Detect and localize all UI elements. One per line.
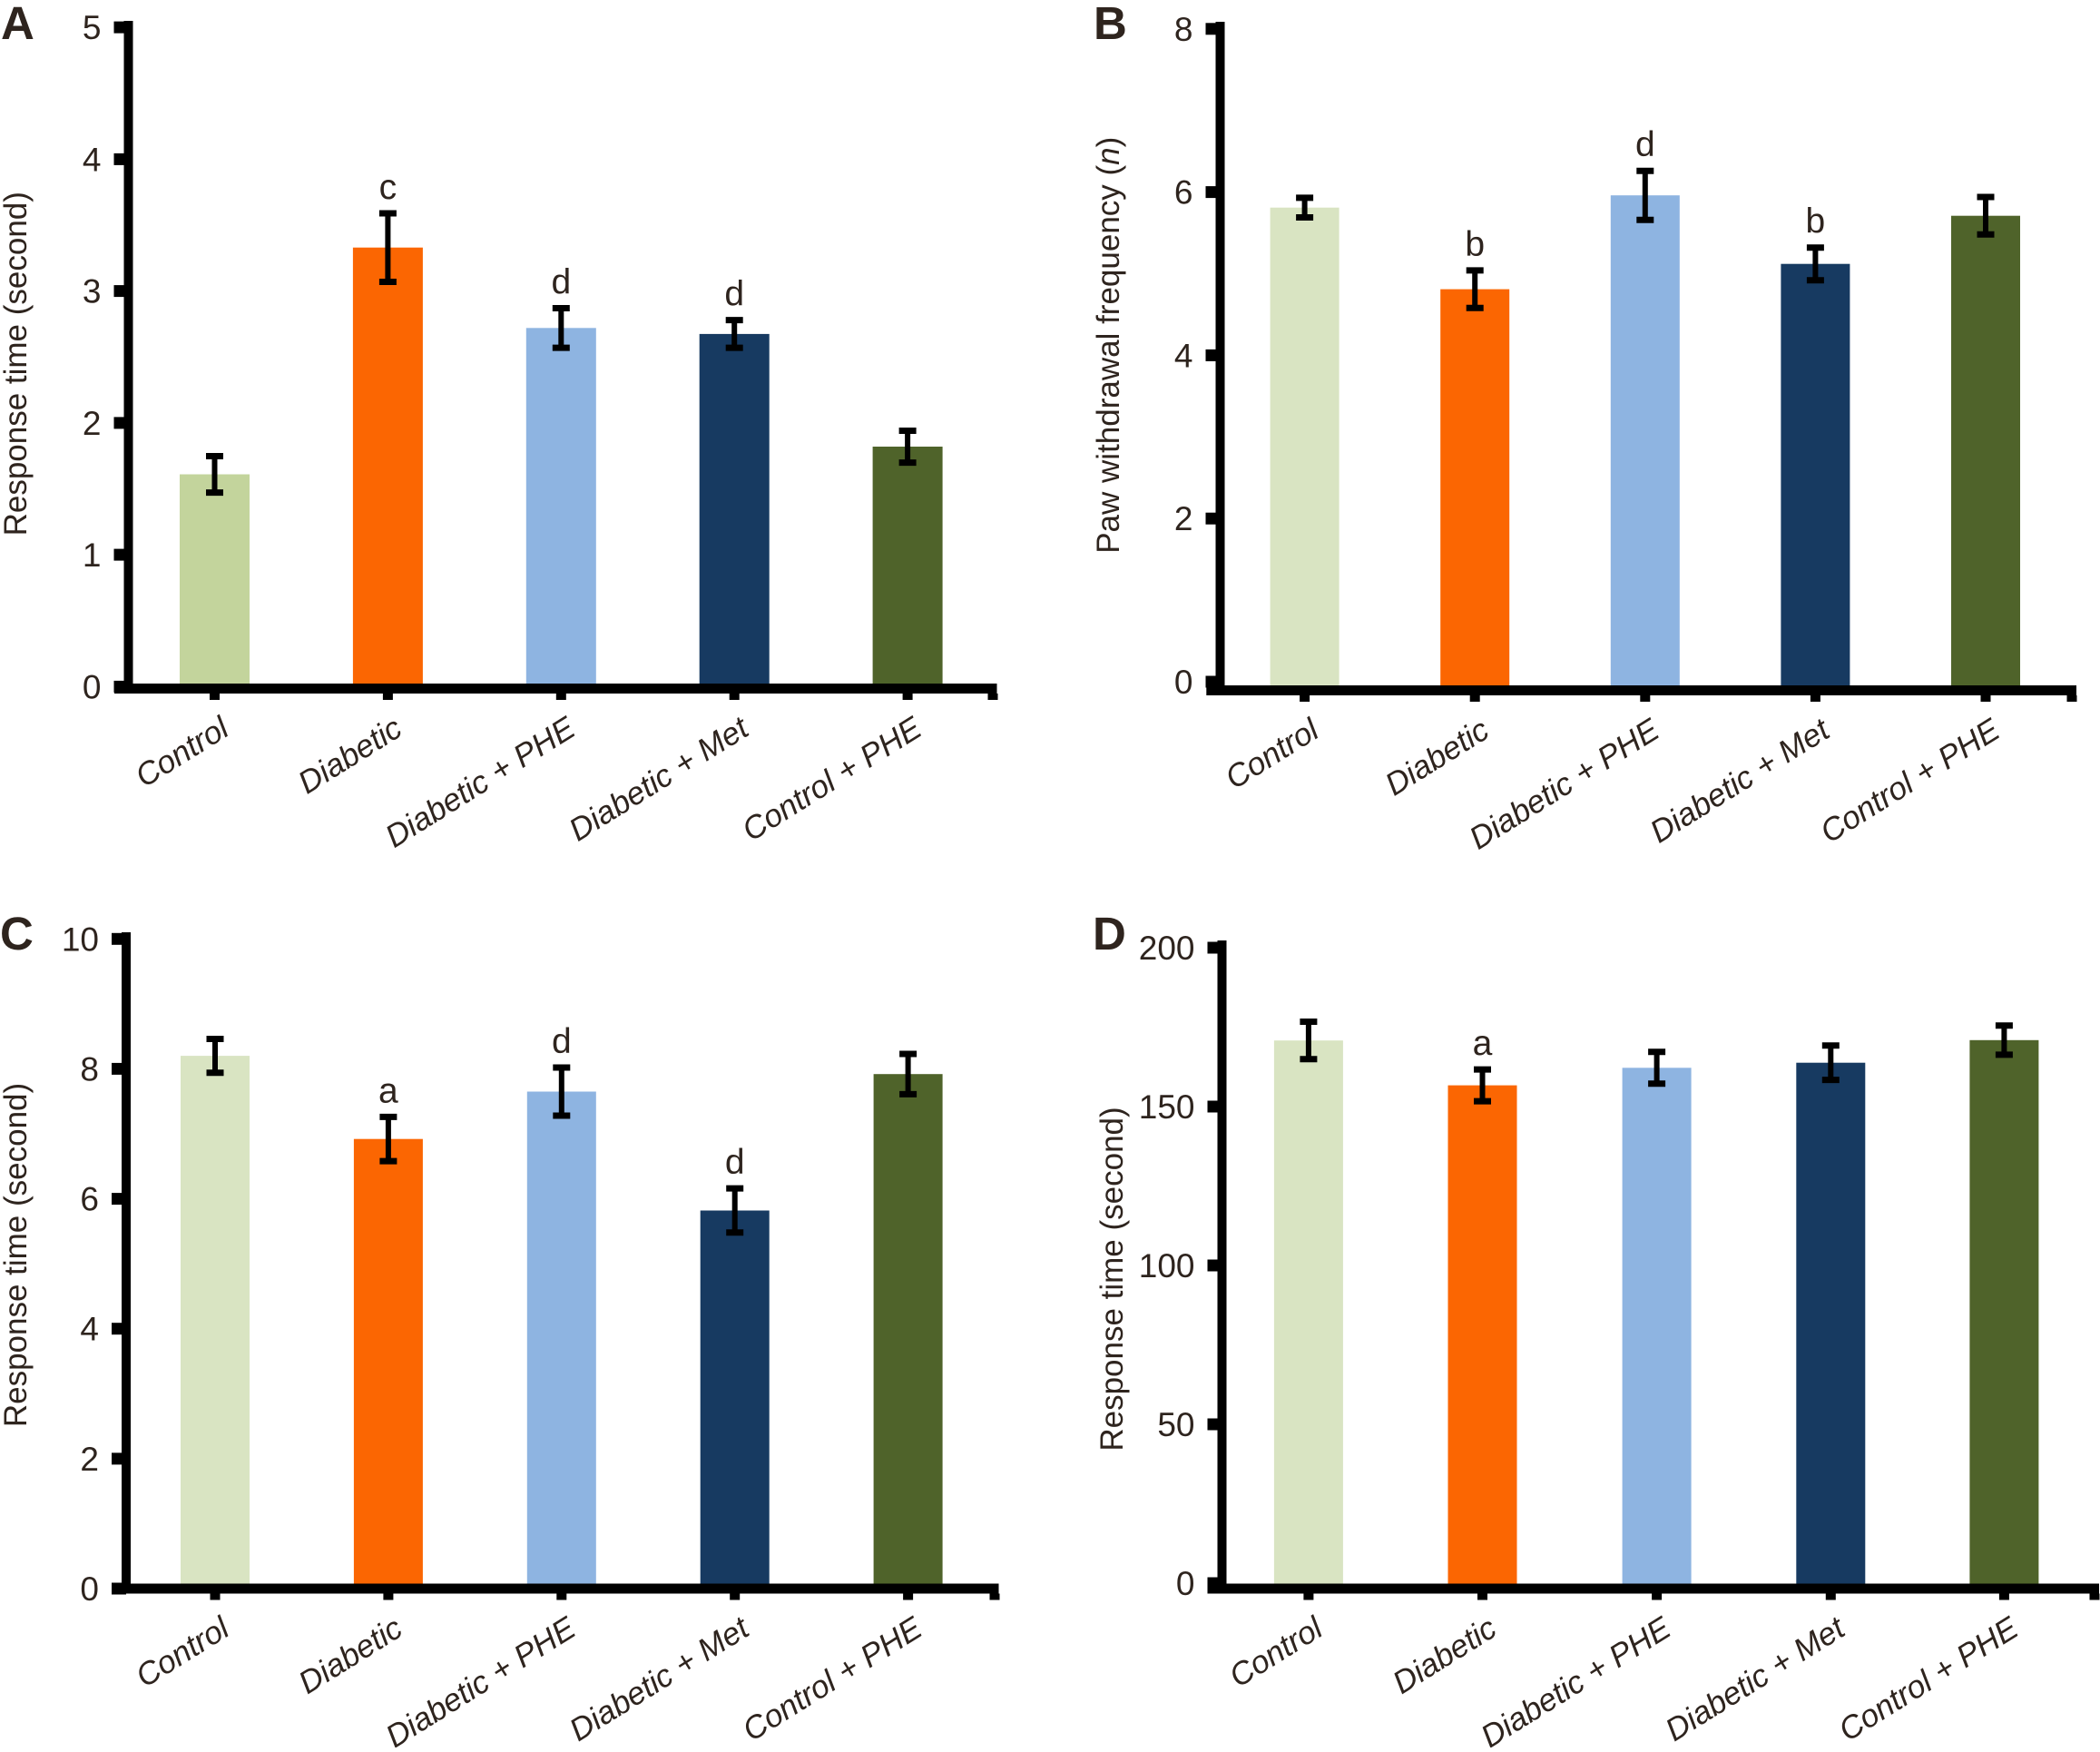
svg-text:b: b [1806, 202, 1826, 241]
svg-text:8: 8 [80, 1050, 99, 1088]
svg-text:100: 100 [1139, 1247, 1195, 1284]
svg-text:c: c [379, 168, 397, 207]
svg-text:D: D [1093, 908, 1126, 960]
svg-text:4: 4 [80, 1311, 99, 1348]
svg-text:6: 6 [80, 1181, 99, 1218]
svg-text:Response time (second): Response time (second) [0, 192, 34, 536]
svg-text:0: 0 [83, 668, 102, 705]
svg-text:4: 4 [83, 141, 102, 178]
svg-text:a: a [1473, 1024, 1493, 1063]
svg-text:d: d [725, 1143, 745, 1182]
svg-text:2: 2 [80, 1441, 99, 1478]
svg-text:8: 8 [1174, 11, 1193, 48]
svg-text:d: d [724, 275, 744, 314]
svg-text:150: 150 [1139, 1088, 1195, 1126]
svg-text:50: 50 [1157, 1406, 1194, 1443]
svg-text:2: 2 [83, 405, 102, 442]
svg-text:d: d [552, 1022, 572, 1061]
svg-text:0: 0 [1176, 1565, 1195, 1602]
svg-text:d: d [551, 263, 571, 302]
svg-text:4: 4 [1174, 337, 1193, 374]
svg-text:10: 10 [62, 920, 99, 958]
svg-text:5: 5 [83, 9, 102, 46]
svg-text:A: A [1, 0, 34, 49]
svg-text:200: 200 [1139, 930, 1195, 967]
svg-text:Paw withdrawal frequency (n): Paw withdrawal frequency (n) [1091, 137, 1126, 554]
svg-text:B: B [1094, 0, 1127, 49]
svg-text:0: 0 [1174, 664, 1193, 701]
svg-text:Response time (second): Response time (second) [1094, 1107, 1130, 1451]
svg-text:2: 2 [1174, 500, 1193, 537]
svg-text:Response time (second): Response time (second) [0, 1083, 34, 1427]
svg-text:a: a [378, 1071, 398, 1110]
svg-text:b: b [1465, 225, 1485, 264]
svg-text:6: 6 [1174, 174, 1193, 212]
svg-text:3: 3 [83, 273, 102, 310]
svg-text:d: d [1635, 125, 1655, 164]
svg-text:C: C [0, 908, 34, 960]
svg-text:0: 0 [80, 1570, 99, 1608]
svg-text:1: 1 [83, 536, 102, 574]
